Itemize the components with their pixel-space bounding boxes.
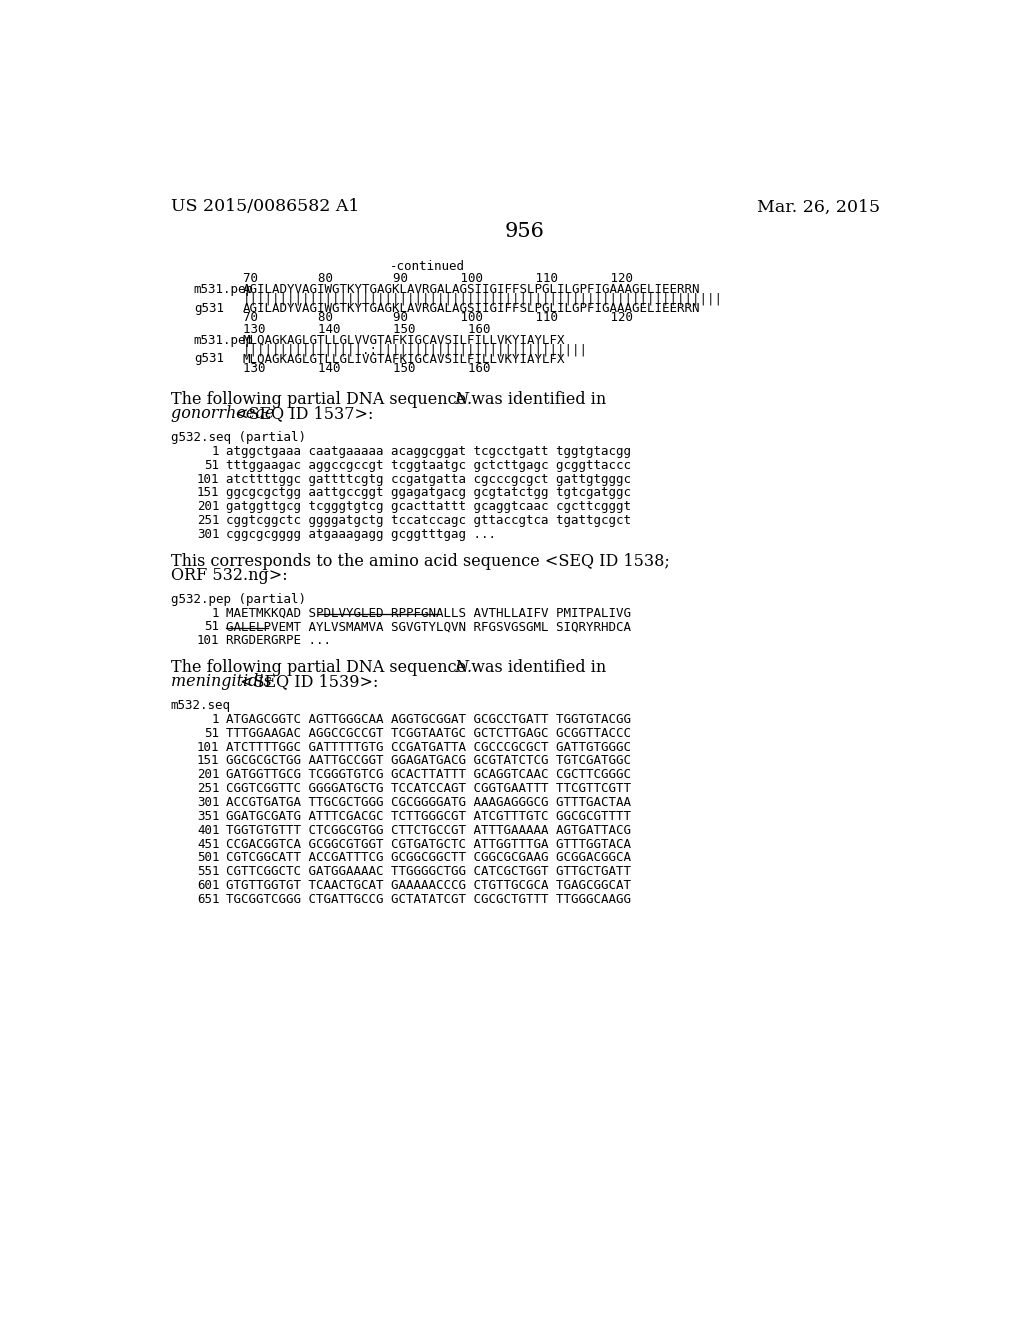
- Text: 1: 1: [212, 607, 219, 619]
- Text: 1: 1: [212, 713, 219, 726]
- Text: N.: N.: [454, 391, 472, 408]
- Text: ATCTTTTGGC GATTTTTGTG CCGATGATTA CGCCCGCGCT GATTGTGGGC: ATCTTTTGGC GATTTTTGTG CCGATGATTA CGCCCGC…: [225, 741, 631, 754]
- Text: ggcgcgctgg aattgccggt ggagatgacg gcgtatctgg tgtcgatggc: ggcgcgctgg aattgccggt ggagatgacg gcgtatc…: [225, 487, 631, 499]
- Text: tttggaagac aggccgccgt tcggtaatgc gctcttgagc gcggttaccc: tttggaagac aggccgccgt tcggtaatgc gctcttg…: [225, 459, 631, 471]
- Text: GATGGTTGCG TCGGGTGTCG GCACTTATTT GCAGGTCAAC CGCTTCGGGC: GATGGTTGCG TCGGGTGTCG GCACTTATTT GCAGGTC…: [225, 768, 631, 781]
- Text: -continued: -continued: [390, 260, 465, 273]
- Text: MLQAGKAGLGTLLGLVVGTAFKIGCAVSILFILLVKYIAYLFX: MLQAGKAGLGTLLGLVVGTAFKIGCAVSILFILLVKYIAY…: [243, 334, 565, 347]
- Text: ATGAGCGGTC AGTTGGGCAA AGGTGCGGAT GCGCCTGATT TGGTGTACGG: ATGAGCGGTC AGTTGGGCAA AGGTGCGGAT GCGCCTG…: [225, 713, 631, 726]
- Text: 651: 651: [197, 892, 219, 906]
- Text: The following partial DNA sequence was identified in: The following partial DNA sequence was i…: [171, 659, 611, 676]
- Text: GTGTTGGTGT TCAACTGCAT GAAAAACCCG CTGTTGCGCA TGAGCGGCAT: GTGTTGGTGT TCAACTGCAT GAAAAACCCG CTGTTGC…: [225, 879, 631, 892]
- Text: ORF 532.ng>:: ORF 532.ng>:: [171, 566, 288, 583]
- Text: m532.seq: m532.seq: [171, 700, 230, 711]
- Text: TGGTGTGTTT CTCGGCGTGG CTTCTGCCGT ATTTGAAAAA AGTGATTACG: TGGTGTGTTT CTCGGCGTGG CTTCTGCCGT ATTTGAA…: [225, 824, 631, 837]
- Text: atggctgaaa caatgaaaaa acaggcggat tcgcctgatt tggtgtacgg: atggctgaaa caatgaaaaa acaggcggat tcgcctg…: [225, 445, 631, 458]
- Text: 101: 101: [197, 741, 219, 754]
- Text: CCGACGGTCA GCGGCGTGGT CGTGATGCTC ATTGGTTTGA GTTTGGTACA: CCGACGGTCA GCGGCGTGGT CGTGATGCTC ATTGGTT…: [225, 838, 631, 850]
- Text: gonorrhoeae: gonorrhoeae: [171, 405, 280, 422]
- Text: 51: 51: [205, 459, 219, 471]
- Text: ||||||||||||||||.:||||||||||||||||||||||||||||: ||||||||||||||||.:||||||||||||||||||||||…: [243, 343, 588, 356]
- Text: 1: 1: [212, 445, 219, 458]
- Text: GGCGCGCTGG AATTGCCGGT GGAGATGACG GCGTATCTCG TGTCGATGGC: GGCGCGCTGG AATTGCCGGT GGAGATGACG GCGTATC…: [225, 755, 631, 767]
- Text: CGTTCGGCTC GATGGAAAAC TTGGGGCTGG CATCGCTGGT GTTGCTGATT: CGTTCGGCTC GATGGAAAAC TTGGGGCTGG CATCGCT…: [225, 866, 631, 878]
- Text: m531.pep: m531.pep: [194, 284, 254, 296]
- Text: 251: 251: [197, 781, 219, 795]
- Text: N.: N.: [454, 659, 472, 676]
- Text: cggcgcgggg atgaaagagg gcggtttgag ...: cggcgcgggg atgaaagagg gcggtttgag ...: [225, 528, 496, 541]
- Text: g531: g531: [194, 352, 224, 366]
- Text: 351: 351: [197, 810, 219, 822]
- Text: meningitidis: meningitidis: [171, 673, 276, 690]
- Text: MLQAGKAGLGTLLGLIVGTAFKIGCAVSILFILLVKYIAYLFX: MLQAGKAGLGTLLGLIVGTAFKIGCAVSILFILLVKYIAY…: [243, 352, 565, 366]
- Text: g531: g531: [194, 302, 224, 314]
- Text: <SEQ ID 1539>:: <SEQ ID 1539>:: [241, 673, 379, 690]
- Text: atcttttggc gattttcgtg ccgatgatta cgcccgcgct gattgtgggc: atcttttggc gattttcgtg ccgatgatta cgcccgc…: [225, 473, 631, 486]
- Text: 70        80        90       100       110       120: 70 80 90 100 110 120: [243, 312, 633, 323]
- Text: 551: 551: [197, 866, 219, 878]
- Text: 51: 51: [205, 726, 219, 739]
- Text: 101: 101: [197, 473, 219, 486]
- Text: The following partial DNA sequence was identified in: The following partial DNA sequence was i…: [171, 391, 611, 408]
- Text: 201: 201: [197, 768, 219, 781]
- Text: 451: 451: [197, 838, 219, 850]
- Text: 301: 301: [197, 528, 219, 541]
- Text: <SEQ ID 1537>:: <SEQ ID 1537>:: [234, 405, 373, 422]
- Text: g532.pep (partial): g532.pep (partial): [171, 593, 305, 606]
- Text: 201: 201: [197, 500, 219, 513]
- Text: 601: 601: [197, 879, 219, 892]
- Text: ||||||||||||||||||||||||||||||||||||||||||||||||||||||||||||||||: ||||||||||||||||||||||||||||||||||||||||…: [243, 293, 723, 305]
- Text: GALELPVEMT AYLVSMAMVA SGVGTYLQVN RFGSVGSGML SIQRYRHDCA: GALELPVEMT AYLVSMAMVA SGVGTYLQVN RFGSVGS…: [225, 620, 631, 634]
- Text: cggtcggctc ggggatgctg tccatccagc gttaccgtca tgattgcgct: cggtcggctc ggggatgctg tccatccagc gttaccg…: [225, 515, 631, 527]
- Text: US 2015/0086582 A1: US 2015/0086582 A1: [171, 198, 359, 215]
- Text: AGILADYVAGIWGTKYTGAGKLAVRGALAGSIIGIFFSLPGLILGPFIGAAAGELIEERRN: AGILADYVAGIWGTKYTGAGKLAVRGALAGSIIGIFFSLP…: [243, 302, 700, 314]
- Text: CGGTCGGTTC GGGGATGCTG TCCATCCAGT CGGTGAATTT TTCGTTCGTT: CGGTCGGTTC GGGGATGCTG TCCATCCAGT CGGTGAA…: [225, 781, 631, 795]
- Text: 101: 101: [197, 635, 219, 647]
- Text: 151: 151: [197, 755, 219, 767]
- Text: 301: 301: [197, 796, 219, 809]
- Text: 251: 251: [197, 515, 219, 527]
- Text: Mar. 26, 2015: Mar. 26, 2015: [757, 198, 880, 215]
- Text: 130       140       150       160: 130 140 150 160: [243, 362, 490, 375]
- Text: MAETMKKQAD SPDLVYGLED RPPFGNALLS AVTHLLAIFV PMITPALIVG: MAETMKKQAD SPDLVYGLED RPPFGNALLS AVTHLLA…: [225, 607, 631, 619]
- Text: m531.pep: m531.pep: [194, 334, 254, 347]
- Text: This corresponds to the amino acid sequence <SEQ ID 1538;: This corresponds to the amino acid seque…: [171, 553, 670, 570]
- Text: AGILADYVAGIWGTKYTGAGKLAVRGALAGSIIGIFFSLPGLILGPFIGAAAGELIEERRN: AGILADYVAGIWGTKYTGAGKLAVRGALAGSIIGIFFSLP…: [243, 284, 700, 296]
- Text: GGATGCGATG ATTTCGACGC TCTTGGGCGT ATCGTTTGTC GGCGCGTTTT: GGATGCGATG ATTTCGACGC TCTTGGGCGT ATCGTTT…: [225, 810, 631, 822]
- Text: ACCGTGATGA TTGCGCTGGG CGCGGGGATG AAAGAGGGCG GTTTGACTAA: ACCGTGATGA TTGCGCTGGG CGCGGGGATG AAAGAGG…: [225, 796, 631, 809]
- Text: 70        80        90       100       110       120: 70 80 90 100 110 120: [243, 272, 633, 285]
- Text: 51: 51: [205, 620, 219, 634]
- Text: CGTCGGCATT ACCGATTTCG GCGGCGGCTT CGGCGCGAAG GCGGACGGCA: CGTCGGCATT ACCGATTTCG GCGGCGGCTT CGGCGCG…: [225, 851, 631, 865]
- Text: TGCGGTCGGG CTGATTGCCG GCTATATCGT CGCGCTGTTT TTGGGCAAGG: TGCGGTCGGG CTGATTGCCG GCTATATCGT CGCGCTG…: [225, 892, 631, 906]
- Text: RRGDERGRPE ...: RRGDERGRPE ...: [225, 635, 331, 647]
- Text: TTTGGAAGAC AGGCCGCCGT TCGGTAATGC GCTCTTGAGC GCGGTTACCC: TTTGGAAGAC AGGCCGCCGT TCGGTAATGC GCTCTTG…: [225, 726, 631, 739]
- Text: g532.seq (partial): g532.seq (partial): [171, 430, 305, 444]
- Text: 401: 401: [197, 824, 219, 837]
- Text: gatggttgcg tcgggtgtcg gcacttattt gcaggtcaac cgcttcgggt: gatggttgcg tcgggtgtcg gcacttattt gcaggtc…: [225, 500, 631, 513]
- Text: 956: 956: [505, 222, 545, 240]
- Text: 501: 501: [197, 851, 219, 865]
- Text: 151: 151: [197, 487, 219, 499]
- Text: 130       140       150       160: 130 140 150 160: [243, 323, 490, 337]
